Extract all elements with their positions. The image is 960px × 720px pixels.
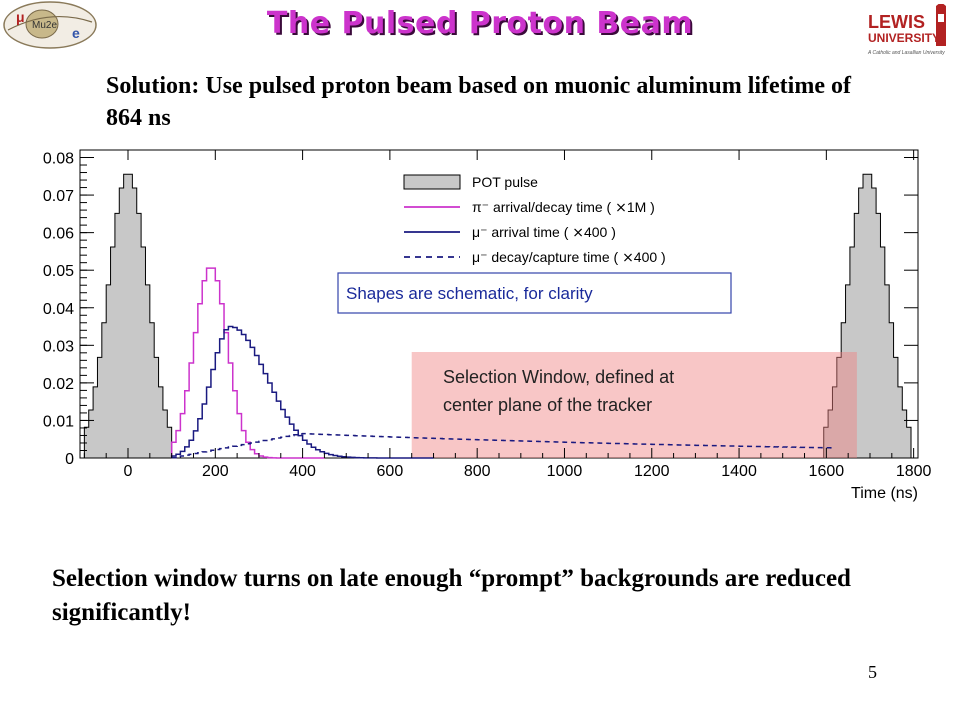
logo-e: e xyxy=(72,25,80,41)
legend-label-2: μ⁻ arrival time ( ⨯400 ) xyxy=(472,224,616,240)
selection-window-line1: Selection Window, defined at xyxy=(443,367,674,387)
series-muon-arrival xyxy=(170,325,434,459)
y-tick-label: 0.07 xyxy=(43,188,74,205)
legend-label-3: μ⁻ decay/capture time ( ⨯400 ) xyxy=(472,249,666,265)
y-tick-label: 0.03 xyxy=(43,338,74,355)
logo-mu: μ xyxy=(16,9,25,25)
y-tick-label: 0.01 xyxy=(43,413,74,430)
x-tick-label: 400 xyxy=(289,463,316,480)
y-tick-label: 0.02 xyxy=(43,376,74,393)
selection-window-line2: center plane of the tracker xyxy=(443,395,652,415)
x-tick-label: 1200 xyxy=(634,463,670,480)
logo-lewis: LEWIS xyxy=(868,12,925,32)
y-tick-label: 0.04 xyxy=(43,301,74,318)
series-pot-pulse-2 xyxy=(823,173,912,459)
logo-mu2e: Mu2e xyxy=(32,20,57,31)
x-tick-label: 1600 xyxy=(809,463,845,480)
y-tick-label: 0.06 xyxy=(43,226,74,243)
x-tick-label: 1000 xyxy=(547,463,583,480)
x-tick-label: 1400 xyxy=(721,463,757,480)
slide-title: The Pulsed Proton Beam xyxy=(266,6,694,41)
x-tick-label: 1800 xyxy=(896,463,932,480)
x-tick-label: 200 xyxy=(202,463,229,480)
logo-tagline: A Catholic and Lasallian University xyxy=(867,50,945,56)
x-axis-label: Time (ns) xyxy=(851,485,918,502)
conclusion-text: Selection window turns on late enough “p… xyxy=(52,565,851,626)
logo-university: UNIVERSITY xyxy=(868,31,940,45)
shapes-note-text: Shapes are schematic, for clarity xyxy=(346,284,593,303)
x-tick-label: 600 xyxy=(377,463,404,480)
lewis-university-logo: LEWIS UNIVERSITY A Catholic and Lasallia… xyxy=(867,4,946,56)
subtitle: Solution: Use pulsed proton beam based o… xyxy=(106,73,851,131)
histogram-chart: 0 200 400 600 800 1000 1200 1400 1600 1800 0 0.01 0.… xyxy=(43,149,932,502)
x-tick-label: 0 xyxy=(124,463,133,480)
series-muon-decay xyxy=(171,432,836,459)
y-tick-label: 0.05 xyxy=(43,263,74,280)
x-tick-label: 800 xyxy=(464,463,491,480)
shapes-note-box xyxy=(337,272,732,314)
y-tick-label: 0.08 xyxy=(43,151,74,168)
y-tick-label: 0 xyxy=(65,451,74,468)
legend-label-1: π⁻ arrival/decay time ( ⨯1M ) xyxy=(472,199,655,215)
series-pot-pulse-1 xyxy=(83,173,173,459)
series-pion-arrival xyxy=(170,267,325,459)
legend-swatch-pot xyxy=(403,174,461,190)
page-number: 5 xyxy=(868,662,877,682)
legend-label-0: POT pulse xyxy=(472,174,538,190)
mu2e-logo: μ Mu2e e xyxy=(3,1,97,49)
